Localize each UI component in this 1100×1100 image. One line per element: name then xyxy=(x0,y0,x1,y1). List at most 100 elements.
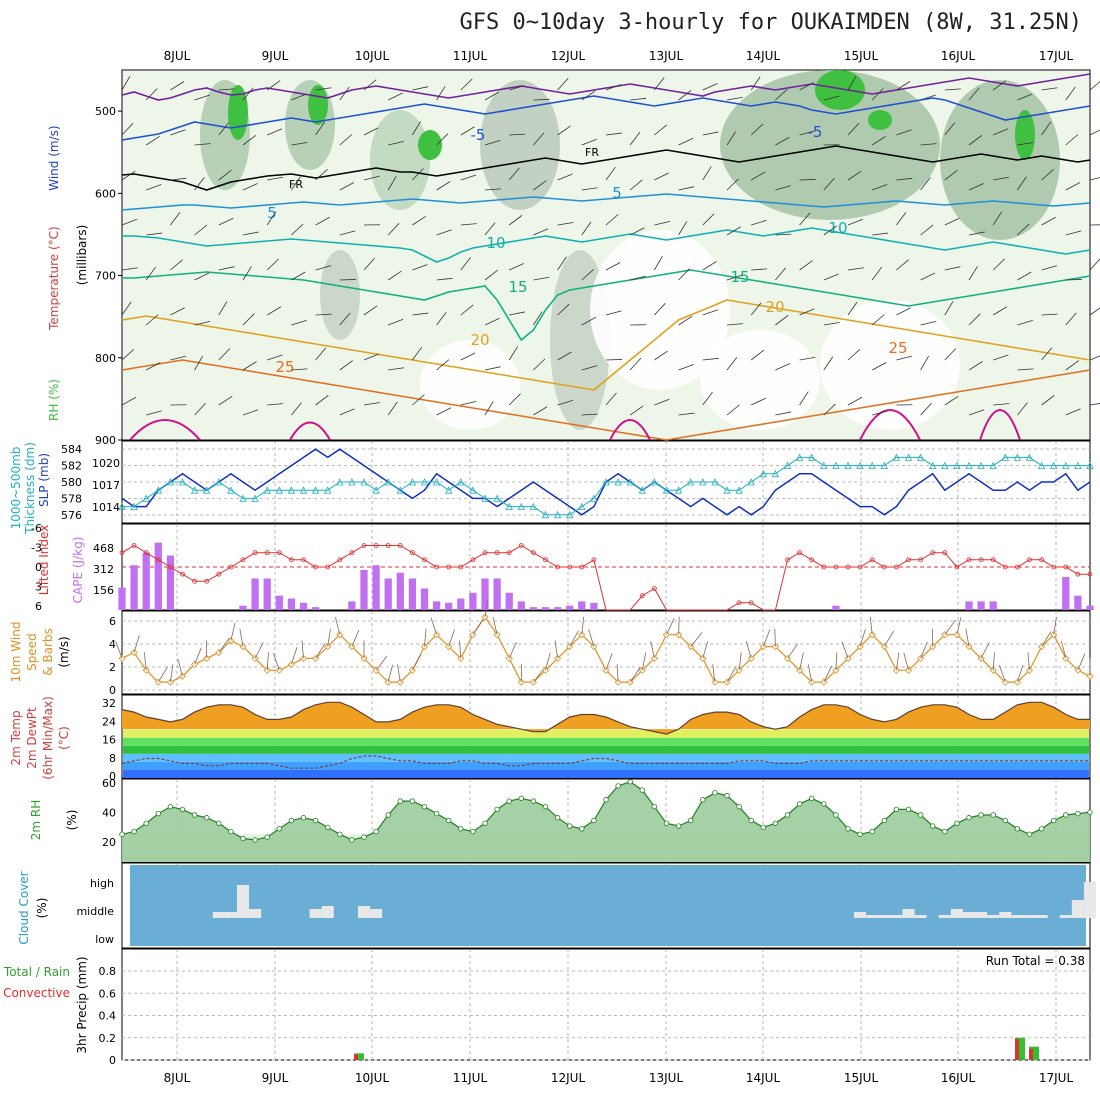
thickness-point xyxy=(977,461,985,469)
wind-barb xyxy=(1089,403,1100,406)
precip-tick-label: 0 xyxy=(109,1054,116,1067)
wind-barb xyxy=(1041,347,1053,361)
wind-barb xyxy=(1041,121,1052,136)
thickness-point xyxy=(263,486,271,494)
thickness-point xyxy=(674,486,683,494)
rh-point xyxy=(1002,817,1008,824)
cape-bar xyxy=(432,601,441,610)
rh-point xyxy=(857,831,863,838)
wind-barb xyxy=(775,136,790,146)
temp-tick-label: 16 xyxy=(102,734,116,747)
wind-barb-10m xyxy=(508,641,517,659)
rh-area xyxy=(122,781,1090,862)
lifted-index-point xyxy=(470,557,476,563)
temperature-contour-hot xyxy=(979,409,1021,441)
wind-barb xyxy=(823,95,840,101)
wind-barb xyxy=(460,304,474,316)
wind-barb xyxy=(363,353,379,361)
precip-total-label: Total / Rain xyxy=(3,965,70,979)
cloud-bar xyxy=(962,912,976,918)
wind-barb xyxy=(194,403,206,416)
temp-band xyxy=(123,729,1089,738)
wind-barb-10m xyxy=(588,629,595,647)
precip-total-bar xyxy=(1015,1037,1025,1060)
cape-bar xyxy=(553,607,562,610)
date-label-bottom: 14JUL xyxy=(746,1071,781,1085)
thickness-point xyxy=(880,461,888,469)
wind-barb xyxy=(291,142,308,146)
wind-barb xyxy=(896,355,913,361)
cape-bar xyxy=(469,592,477,610)
wind-barb xyxy=(412,346,423,361)
wind-barb xyxy=(436,359,450,371)
wind-barb xyxy=(121,170,136,181)
wind-barb xyxy=(654,77,665,91)
temp-band xyxy=(123,769,1089,778)
wind-barb xyxy=(412,168,424,181)
wind-barb xyxy=(871,135,886,146)
thickness-point xyxy=(662,486,671,494)
rh-shade-blob xyxy=(320,250,360,340)
temp-band xyxy=(123,745,1089,754)
wind-barb xyxy=(557,222,574,226)
wind-barb xyxy=(581,221,592,236)
precip-convective-bar xyxy=(354,1054,358,1060)
wind-barb xyxy=(751,171,766,181)
wind-barb-10m xyxy=(629,666,641,683)
thickness-point xyxy=(783,461,792,469)
thickness-point xyxy=(941,461,949,469)
cape-bar xyxy=(166,555,175,610)
lifted-index-point xyxy=(409,550,415,556)
lifted-index-point xyxy=(349,550,355,556)
wind-barb xyxy=(581,138,597,146)
wind-barb xyxy=(799,82,814,91)
lifted-index-point xyxy=(833,564,839,570)
thickness-point xyxy=(892,453,901,461)
wind-barb xyxy=(968,135,983,146)
wind-barb-10m xyxy=(738,652,742,671)
run-total: Run Total = 0.38 xyxy=(986,954,1085,968)
thickness-point xyxy=(529,502,538,510)
cloud-bar xyxy=(866,915,879,918)
lifted-index-point xyxy=(543,557,548,563)
wind-barb-10m xyxy=(787,643,799,659)
wind-barb xyxy=(315,216,330,226)
wind-speed-point xyxy=(711,678,719,686)
cloud-tick-label: low xyxy=(95,933,114,946)
wind-barb xyxy=(799,308,815,316)
wind-barb-10m xyxy=(170,664,174,683)
wind-barb xyxy=(630,227,645,236)
contour-label: FR xyxy=(585,146,599,159)
rh-point xyxy=(446,817,452,824)
wind-barb xyxy=(484,91,500,101)
lifted-index-point xyxy=(966,557,972,563)
lifted-tick-label: -6 xyxy=(31,522,42,535)
thickness-point xyxy=(457,478,465,486)
cloud-tick-label: middle xyxy=(76,905,114,918)
wind-barb-10m xyxy=(1041,631,1052,647)
precip-tick-label: 0.2 xyxy=(99,1032,117,1045)
wind-barb xyxy=(218,217,234,226)
lifted-index-point xyxy=(555,564,560,570)
wind-barb xyxy=(170,129,186,136)
cape-bar xyxy=(420,588,429,610)
wind-barb xyxy=(436,86,446,101)
wind-barb xyxy=(1041,395,1055,406)
temperature-contour-hot xyxy=(609,419,651,441)
wind-barb xyxy=(750,349,765,361)
thickness-point xyxy=(1025,453,1034,461)
thickness-point xyxy=(118,502,126,510)
wind-barb xyxy=(920,143,937,146)
wind-barb xyxy=(218,301,228,316)
wind-tick-label: 4 xyxy=(109,638,116,651)
wind-speed-point xyxy=(699,654,707,662)
wind-barb-10m xyxy=(387,664,393,683)
wind-barb-10m xyxy=(650,640,655,659)
lifted-index-point xyxy=(301,557,306,563)
wind-barb xyxy=(944,169,958,181)
wind-speed-point xyxy=(977,654,985,662)
date-label-top: 17JUL xyxy=(1039,49,1074,63)
lifted-index-point xyxy=(167,564,173,570)
wind-barb xyxy=(170,259,183,271)
